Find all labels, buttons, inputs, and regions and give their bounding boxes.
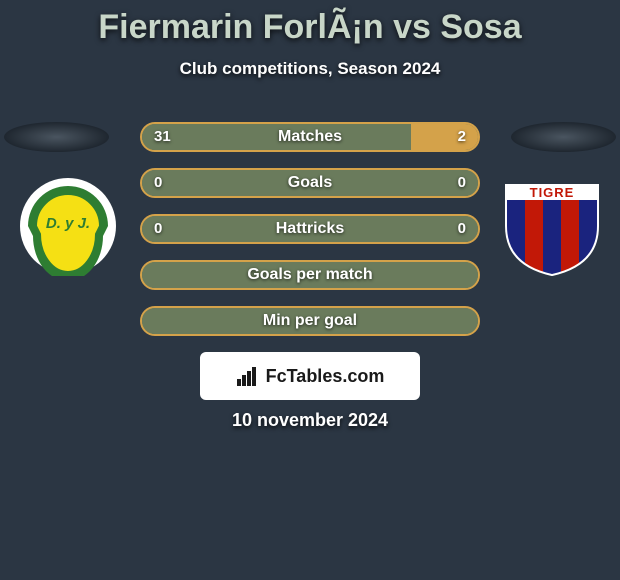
bars-icon (236, 366, 260, 386)
fctables-label: FcTables.com (266, 366, 385, 387)
stat-value-left: 0 (154, 214, 162, 244)
page-title: Fiermarin ForlÃ¡n vs Sosa (0, 0, 620, 47)
stat-row: Matches31 2 (140, 122, 480, 152)
date-line: 10 november 2024 (0, 410, 620, 431)
stat-label: Min per goal (140, 306, 480, 336)
stat-label: Goals (140, 168, 480, 198)
player-silhouette-left (4, 122, 109, 152)
stat-row: Goals0 0 (140, 168, 480, 198)
fctables-logo-box: FcTables.com (200, 352, 420, 400)
club-logo-right: TIGRE (502, 176, 602, 276)
stat-value-right: 0 (458, 214, 466, 244)
svg-text:TIGRE: TIGRE (530, 185, 575, 200)
subtitle: Club competitions, Season 2024 (0, 59, 620, 79)
stat-label: Hattricks (140, 214, 480, 244)
stat-value-left: 0 (154, 168, 162, 198)
player-silhouette-right (511, 122, 616, 152)
stat-label: Matches (140, 122, 480, 152)
stat-label: Goals per match (140, 260, 480, 290)
stat-value-left: 31 (154, 122, 171, 152)
stats-panel: Matches312Goals00Hattricks00Goals per ma… (140, 122, 480, 352)
stat-row: Hattricks0 0 (140, 214, 480, 244)
stat-value-right: 0 (458, 168, 466, 198)
club-logo-left: D. y J. (18, 176, 118, 276)
stat-row: Goals per match (140, 260, 480, 290)
svg-text:D. y J.: D. y J. (46, 215, 90, 232)
stat-row: Min per goal (140, 306, 480, 336)
stat-value-right: 2 (458, 122, 466, 152)
